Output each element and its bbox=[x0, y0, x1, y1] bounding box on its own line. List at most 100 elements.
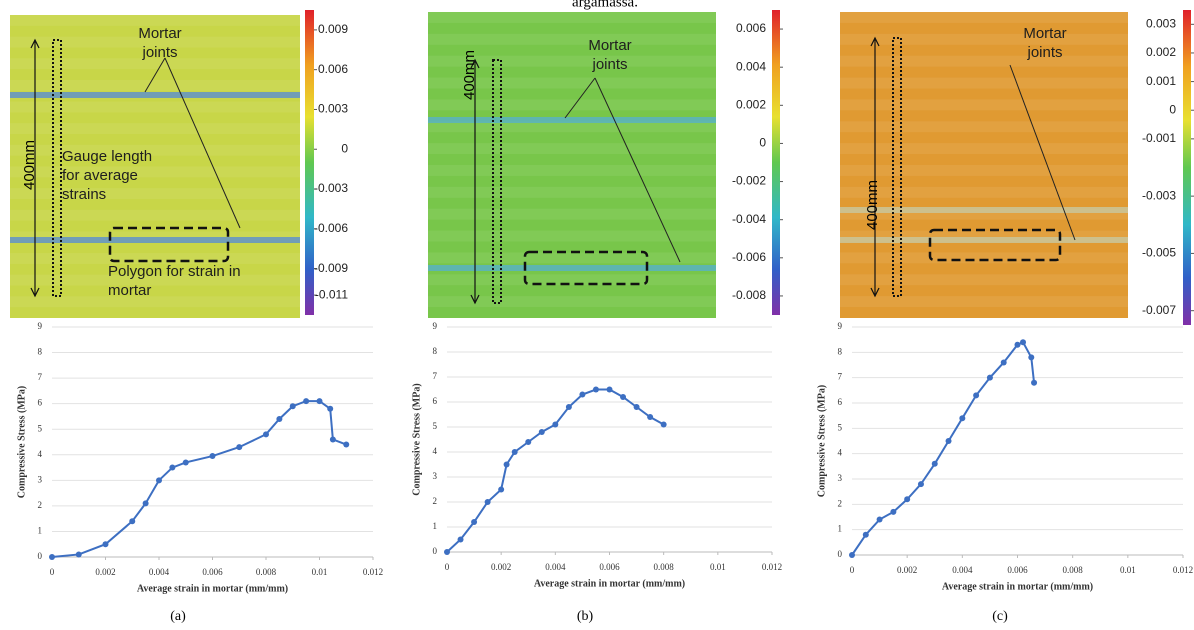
dic-texture bbox=[428, 121, 716, 133]
y-tick-label: 4 bbox=[38, 449, 43, 459]
data-point bbox=[209, 453, 216, 460]
dic-texture bbox=[840, 33, 1128, 45]
x-tick-label: 0.004 bbox=[952, 565, 973, 575]
y-axis-label: Compressive Stress (MPa) bbox=[411, 383, 422, 495]
dic-texture bbox=[840, 143, 1128, 155]
x-tick-label: 0.008 bbox=[654, 562, 675, 572]
annotation-arrow bbox=[564, 77, 596, 119]
colorbar-tick-label: 0.003 bbox=[1146, 16, 1176, 30]
dic-texture bbox=[10, 188, 300, 199]
dic-texture bbox=[428, 186, 716, 198]
x-tick-label: 0.004 bbox=[545, 562, 566, 572]
data-point bbox=[959, 415, 966, 422]
colorbar-tick-label: -0.002 bbox=[732, 174, 766, 188]
dic-texture bbox=[840, 99, 1128, 111]
x-axis-label: Average strain in mortar (mm/mm) bbox=[942, 581, 1093, 592]
x-tick-label: 0.008 bbox=[256, 567, 277, 577]
data-point bbox=[945, 438, 952, 444]
colorbar bbox=[1183, 10, 1191, 325]
colorbar-tick-label: -0.011 bbox=[315, 287, 348, 301]
colorbar-tick-label: 0.003 bbox=[318, 102, 348, 116]
colorbar-tick-label: 0.002 bbox=[1146, 45, 1176, 59]
dic-texture bbox=[840, 208, 1128, 220]
data-point bbox=[303, 398, 310, 405]
annotation-arrow bbox=[144, 57, 166, 93]
dic-image bbox=[840, 12, 1128, 318]
data-point bbox=[327, 405, 334, 412]
colorbar-tick-label: 0.001 bbox=[1146, 74, 1176, 88]
mortar-joint bbox=[10, 237, 300, 243]
dimension-label: 400mm bbox=[864, 180, 881, 230]
dic-texture bbox=[10, 166, 300, 178]
y-tick-label: 9 bbox=[433, 321, 438, 331]
y-tick-label: 3 bbox=[433, 471, 438, 481]
colorbar-tick-label: -0.009 bbox=[314, 261, 348, 275]
dic-texture bbox=[10, 15, 300, 26]
y-tick-label: 9 bbox=[838, 321, 843, 331]
y-tick-label: 7 bbox=[838, 372, 843, 382]
dic-texture bbox=[428, 77, 716, 89]
dic-texture bbox=[840, 121, 1128, 133]
annotation: Mortar joints bbox=[588, 37, 632, 73]
data-line bbox=[446, 388, 665, 553]
dic-texture bbox=[840, 296, 1128, 308]
data-point bbox=[973, 392, 980, 399]
data-point bbox=[457, 536, 464, 543]
mortar-joint bbox=[840, 237, 1128, 243]
data-point bbox=[931, 460, 938, 467]
data-point bbox=[498, 486, 505, 493]
y-tick-label: 5 bbox=[838, 422, 843, 432]
dic-texture bbox=[428, 274, 716, 286]
colorbar-tick-label: 0.002 bbox=[736, 97, 766, 111]
y-tick-label: 0 bbox=[38, 551, 43, 561]
dic-image bbox=[10, 15, 300, 318]
data-point bbox=[182, 459, 189, 466]
data-point bbox=[102, 541, 109, 548]
y-tick-label: 9 bbox=[38, 321, 43, 331]
data-line bbox=[851, 340, 1036, 556]
data-point bbox=[129, 518, 136, 525]
dic-texture bbox=[428, 208, 716, 220]
data-point bbox=[620, 394, 627, 400]
dic-texture bbox=[428, 143, 716, 155]
data-point bbox=[552, 421, 559, 428]
y-tick-label: 2 bbox=[38, 500, 43, 510]
dimension-label: 400mm bbox=[21, 140, 38, 190]
data-point bbox=[1020, 339, 1027, 346]
data-point bbox=[647, 414, 654, 420]
y-tick-label: 0 bbox=[838, 549, 843, 559]
colorbar-tick-label: -0.006 bbox=[732, 250, 766, 264]
data-point bbox=[1000, 359, 1007, 366]
gauge-length bbox=[892, 37, 902, 297]
strain-polygon bbox=[523, 250, 649, 286]
data-point bbox=[538, 429, 545, 435]
y-tick-label: 5 bbox=[38, 423, 43, 433]
dic-texture bbox=[10, 296, 300, 308]
gauge-length bbox=[492, 59, 502, 304]
data-point bbox=[49, 554, 55, 560]
dic-texture bbox=[10, 231, 300, 243]
data-point bbox=[276, 416, 283, 422]
dic-texture bbox=[10, 253, 300, 264]
dic-texture bbox=[10, 58, 300, 70]
strain-polygon bbox=[928, 228, 1062, 262]
colorbar-tick-label: -0.005 bbox=[1142, 246, 1176, 260]
dic-texture bbox=[840, 55, 1128, 67]
data-point bbox=[511, 449, 518, 455]
dic-texture bbox=[10, 274, 300, 286]
annotation-arrow bbox=[1009, 64, 1076, 241]
colorbar bbox=[305, 10, 314, 315]
dic-texture bbox=[840, 12, 1128, 23]
panel-label: (b) bbox=[577, 609, 594, 624]
y-tick-label: 8 bbox=[838, 346, 843, 356]
colorbar-tick-label: 0 bbox=[341, 141, 348, 155]
colorbar-tick-label: 0.006 bbox=[736, 21, 766, 35]
data-point bbox=[1028, 354, 1035, 361]
x-tick-label: 0.006 bbox=[1007, 565, 1028, 575]
x-tick-label: 0 bbox=[445, 562, 450, 572]
data-point bbox=[579, 391, 586, 398]
data-line bbox=[51, 400, 347, 558]
colorbar-tick-label: 0.004 bbox=[736, 59, 766, 73]
x-tick-label: 0.01 bbox=[312, 567, 328, 577]
colorbar-tick-label: -0.003 bbox=[1142, 188, 1176, 202]
